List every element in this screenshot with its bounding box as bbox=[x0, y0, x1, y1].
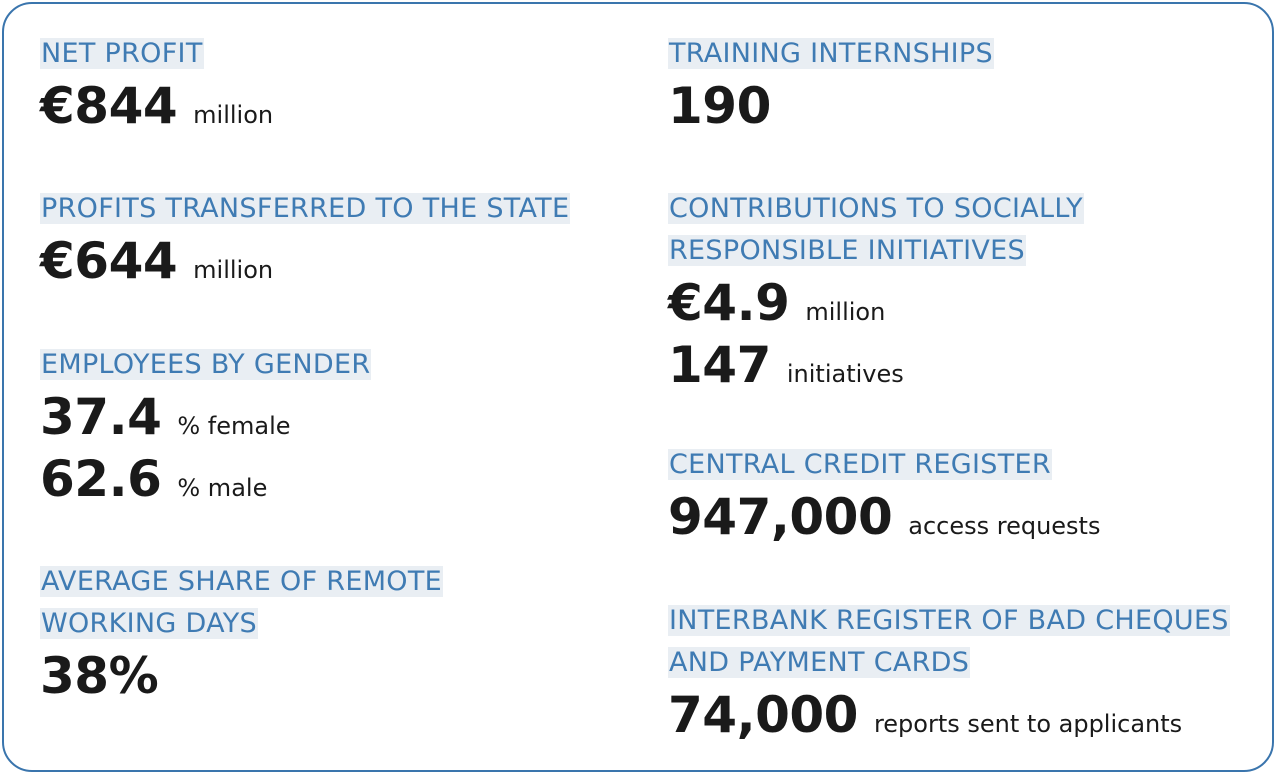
internships-value: 190 bbox=[668, 77, 771, 135]
remote-heading-line2: WORKING DAYS bbox=[40, 608, 259, 639]
credit-unit: access requests bbox=[908, 512, 1101, 540]
internships-heading: TRAINING INTERNSHIPS bbox=[668, 38, 994, 69]
csr-count-value: 147 bbox=[668, 336, 771, 394]
csr-amount-unit: million bbox=[805, 298, 886, 326]
csr-amount-metric: €4.9 million bbox=[668, 274, 1084, 336]
credit-metric: 947,000 access requests bbox=[668, 488, 1100, 550]
gender-female-metric: 37.4 % female bbox=[40, 388, 371, 450]
profits-state-block: PROFITS TRANSFERRED TO THE STATE €644 mi… bbox=[40, 190, 571, 294]
cheques-block: INTERBANK REGISTER OF BAD CHEQUES AND PA… bbox=[668, 602, 1230, 748]
csr-heading-line2: RESPONSIBLE INITIATIVES bbox=[668, 235, 1026, 266]
gender-male-unit: % male bbox=[177, 474, 268, 502]
remote-heading-line1: AVERAGE SHARE OF REMOTE bbox=[40, 566, 443, 597]
profits-state-unit: million bbox=[193, 256, 274, 284]
csr-count-unit: initiatives bbox=[786, 360, 904, 388]
gender-male-metric: 62.6 % male bbox=[40, 450, 371, 512]
csr-amount-value: €4.9 bbox=[668, 274, 790, 332]
gender-heading: EMPLOYEES BY GENDER bbox=[40, 349, 372, 380]
net-profit-metric: €844 million bbox=[40, 77, 273, 139]
cheques-metric: 74,000 reports sent to applicants bbox=[668, 686, 1230, 748]
internships-metric: 190 bbox=[668, 77, 994, 139]
net-profit-unit: million bbox=[193, 101, 274, 129]
remote-value: 38% bbox=[40, 647, 159, 705]
remote-metric: 38% bbox=[40, 647, 443, 709]
internships-block: TRAINING INTERNSHIPS 190 bbox=[668, 35, 994, 139]
remote-block: AVERAGE SHARE OF REMOTE WORKING DAYS 38% bbox=[40, 563, 443, 709]
gender-female-unit: % female bbox=[177, 412, 291, 440]
cheques-heading-line1: INTERBANK REGISTER OF BAD CHEQUES bbox=[668, 605, 1230, 636]
gender-block: EMPLOYEES BY GENDER 37.4 % female 62.6 %… bbox=[40, 346, 372, 512]
net-profit-value: €844 bbox=[40, 77, 178, 135]
profits-state-heading: PROFITS TRANSFERRED TO THE STATE bbox=[40, 193, 571, 224]
profits-state-value: €644 bbox=[40, 232, 178, 290]
gender-male-value: 62.6 bbox=[40, 450, 162, 508]
credit-block: CENTRAL CREDIT REGISTER 947,000 access r… bbox=[668, 446, 1100, 550]
cheques-heading-line2: AND PAYMENT CARDS bbox=[668, 647, 971, 678]
cheques-unit: reports sent to applicants bbox=[873, 710, 1183, 738]
csr-heading-line1: CONTRIBUTIONS TO SOCIALLY bbox=[668, 193, 1084, 224]
profits-state-metric: €644 million bbox=[40, 232, 570, 294]
cheques-value: 74,000 bbox=[668, 686, 858, 744]
net-profit-block: NET PROFIT €844 million bbox=[40, 35, 273, 139]
gender-female-value: 37.4 bbox=[40, 388, 162, 446]
csr-count-metric: 147 initiatives bbox=[668, 336, 1084, 398]
credit-value: 947,000 bbox=[668, 488, 893, 546]
csr-block: CONTRIBUTIONS TO SOCIALLY RESPONSIBLE IN… bbox=[668, 190, 1084, 398]
credit-heading: CENTRAL CREDIT REGISTER bbox=[668, 449, 1052, 480]
net-profit-heading: NET PROFIT bbox=[40, 38, 204, 69]
